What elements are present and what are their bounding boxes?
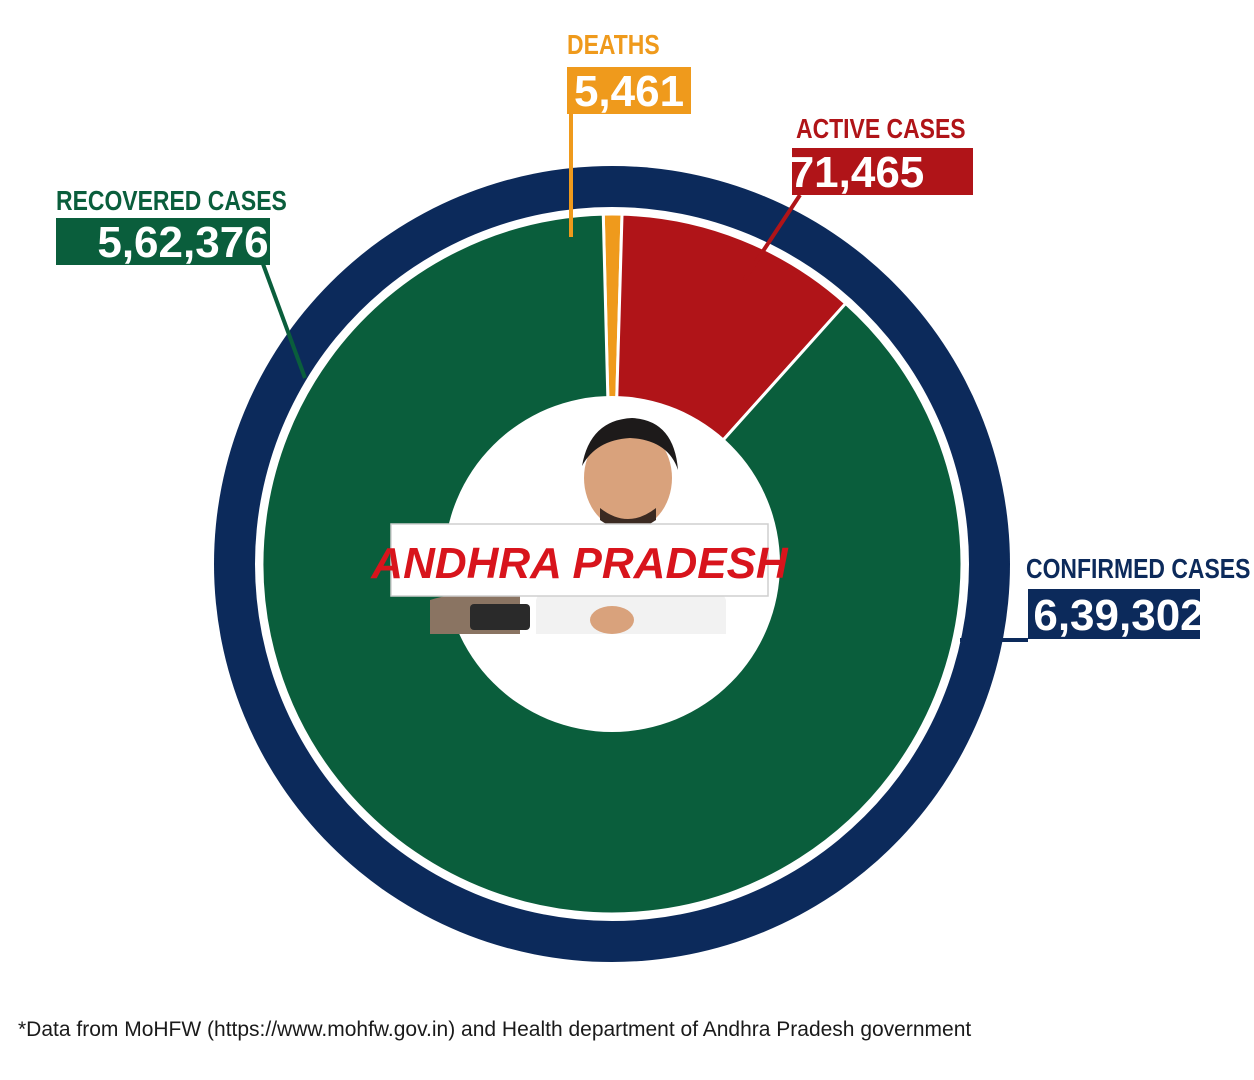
- deaths-label: DEATHS 5,461: [567, 30, 691, 116]
- confirmed-label-title: CONFIRMED CASES: [1026, 554, 1250, 585]
- confirmed-value-box: [1028, 589, 1200, 639]
- deaths-value-box: [567, 67, 691, 114]
- active-leader-line: [742, 193, 802, 282]
- deaths-label-title: DEATHS: [567, 30, 660, 61]
- recovered-leader-line: [261, 263, 307, 379]
- recovered-value: 5,62,376: [97, 218, 268, 267]
- center-label: ANDHRA PRADESH: [370, 523, 789, 597]
- active-value: 71,465: [790, 148, 925, 197]
- confirmed-value: 6,39,302: [1033, 591, 1204, 640]
- active-label: ACTIVE CASES 71,465: [790, 114, 973, 197]
- recovered-value-box: [56, 218, 270, 265]
- confirmed-label: CONFIRMED CASES 6,39,302: [1026, 554, 1250, 640]
- center-label-text: ANDHRA PRADESH: [370, 539, 789, 588]
- active-value-box: [792, 148, 973, 195]
- footnote: *Data from MoHFW (https://www.mohfw.gov.…: [18, 1018, 972, 1041]
- active-label-title: ACTIVE CASES: [796, 114, 966, 145]
- deaths-value: 5,461: [574, 67, 684, 116]
- recovered-label: RECOVERED CASES 5,62,376: [56, 186, 287, 267]
- recovered-label-title: RECOVERED CASES: [56, 186, 287, 217]
